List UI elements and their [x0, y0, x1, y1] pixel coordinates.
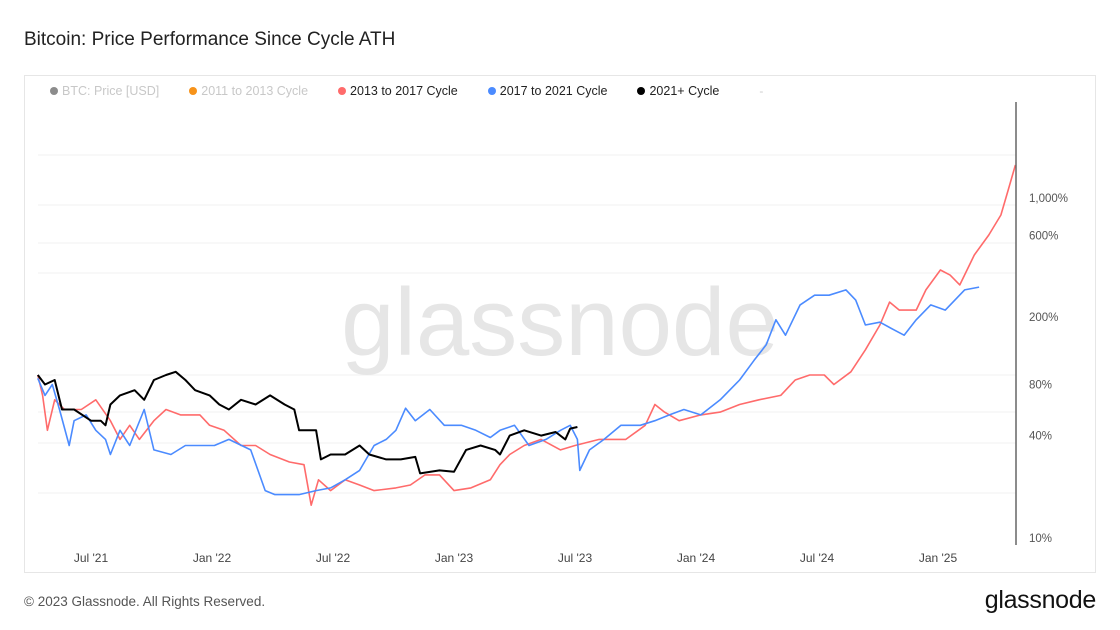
legend-dot: [50, 87, 58, 95]
series-line-1: [37, 286, 980, 496]
legend-label: 2017 to 2021 Cycle: [499, 84, 608, 98]
y-tick-label: 200%: [1029, 312, 1058, 324]
series-line-0: [37, 164, 1017, 506]
legend-item-2021-plus[interactable]: 2021+ Cycle: [637, 84, 719, 98]
legend-label: 2011 to 2013 Cycle: [201, 84, 309, 98]
chart-frame: [24, 75, 1096, 573]
legend-item-2011-2013[interactable]: 2011 to 2013 Cycle: [189, 84, 308, 98]
chart-title: Bitcoin: Price Performance Since Cycle A…: [24, 29, 396, 50]
legend-dot: [189, 87, 198, 95]
y-tick-label: 80%: [1029, 379, 1052, 391]
x-tick-label: Jan '25: [919, 551, 958, 565]
legend-item-2013-2017[interactable]: 2013 to 2017 Cycle: [338, 84, 458, 98]
x-tick-label: Jan '23: [435, 551, 474, 565]
legend-item-2017-2021[interactable]: 2017 to 2021 Cycle: [487, 84, 608, 98]
y-tick-label: 1,000%: [1029, 193, 1068, 205]
legend-more[interactable]: -: [759, 84, 764, 98]
legend-item-btc-price[interactable]: BTC: Price [USD]: [50, 84, 159, 98]
legend-dot: [338, 87, 347, 95]
legend-label: 2013 to 2017 Cycle: [350, 84, 458, 98]
y-tick-label: 40%: [1029, 431, 1052, 443]
x-tick-label: Jul '21: [74, 551, 109, 565]
x-tick-label: Jul '22: [316, 551, 351, 565]
x-tick-label: Jan '24: [677, 551, 716, 565]
copyright: © 2023 Glassnode. All Rights Reserved.: [24, 594, 266, 609]
glassnode-logo: glassnode: [984, 586, 1097, 614]
y-tick-label: 600%: [1029, 231, 1058, 243]
x-tick-label: Jan '22: [193, 551, 232, 565]
x-tick-label: Jul '24: [800, 551, 835, 565]
legend-dot: [637, 87, 646, 95]
watermark: glassnode: [341, 269, 779, 376]
series-line-2: [37, 370, 578, 475]
y-tick-label: 10%: [1029, 533, 1052, 545]
x-tick-label: Jul '23: [558, 551, 593, 565]
legend-dot: [487, 87, 496, 95]
legend-label: 2021+ Cycle: [649, 84, 720, 98]
legend-label: BTC: Price [USD]: [62, 84, 160, 98]
legend: BTC: Price [USD] 2011 to 2013 Cycle 2013…: [50, 84, 763, 98]
